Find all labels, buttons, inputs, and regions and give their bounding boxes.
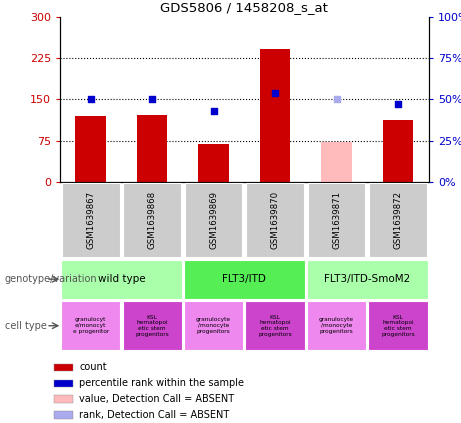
Bar [307,184,366,256]
Point [210,107,217,114]
Bar [260,49,290,182]
Bar [123,184,181,256]
Bar [245,301,305,350]
Text: GSM1639870: GSM1639870 [271,191,279,249]
Bar [198,145,229,182]
Text: KSL
hematopoi
etic stem
progenitors: KSL hematopoi etic stem progenitors [258,315,292,337]
Text: GSM1639867: GSM1639867 [86,191,95,249]
Text: FLT3/ITD-SmoM2: FLT3/ITD-SmoM2 [324,274,410,284]
Text: rank, Detection Call = ABSENT: rank, Detection Call = ABSENT [79,410,230,420]
Bar [54,396,73,403]
Bar [246,184,304,256]
Text: percentile rank within the sample: percentile rank within the sample [79,378,244,388]
Bar [307,301,366,350]
Bar [383,120,414,182]
Bar [62,184,119,256]
Bar [54,411,73,419]
Bar [184,301,243,350]
Point [333,96,340,103]
Text: GSM1639872: GSM1639872 [394,191,402,249]
Text: FLT3/ITD: FLT3/ITD [222,274,266,284]
Bar [321,142,352,182]
Bar [54,364,73,371]
Text: KSL
hematopoi
etic stem
progenitors: KSL hematopoi etic stem progenitors [135,315,169,337]
Text: value, Detection Call = ABSENT: value, Detection Call = ABSENT [79,394,234,404]
Bar [54,379,73,387]
Point [394,101,402,108]
Text: granulocyte
/monocyte
progenitors: granulocyte /monocyte progenitors [319,317,354,334]
Text: granulocyt
e/monocyt
e progenitor: granulocyt e/monocyt e progenitor [72,317,109,334]
Text: genotype/variation: genotype/variation [5,274,97,284]
Text: count: count [79,363,107,373]
Text: cell type: cell type [5,321,47,331]
Point [87,96,95,103]
Bar [137,115,167,182]
Text: GSM1639871: GSM1639871 [332,191,341,249]
Bar [307,260,428,299]
Bar [61,260,182,299]
Title: GDS5806 / 1458208_s_at: GDS5806 / 1458208_s_at [160,1,328,14]
Text: KSL
hematopoi
etic stem
progenitors: KSL hematopoi etic stem progenitors [381,315,415,337]
Text: wild type: wild type [98,274,145,284]
Text: GSM1639868: GSM1639868 [148,191,157,249]
Text: granulocyte
/monocyte
progenitors: granulocyte /monocyte progenitors [196,317,231,334]
Text: GSM1639869: GSM1639869 [209,191,218,249]
Bar [75,116,106,182]
Bar [368,301,428,350]
Point [272,89,279,96]
Bar [369,184,427,256]
Bar [61,301,120,350]
Bar [184,260,305,299]
Bar [123,301,182,350]
Bar [185,184,242,256]
Point [148,96,156,103]
